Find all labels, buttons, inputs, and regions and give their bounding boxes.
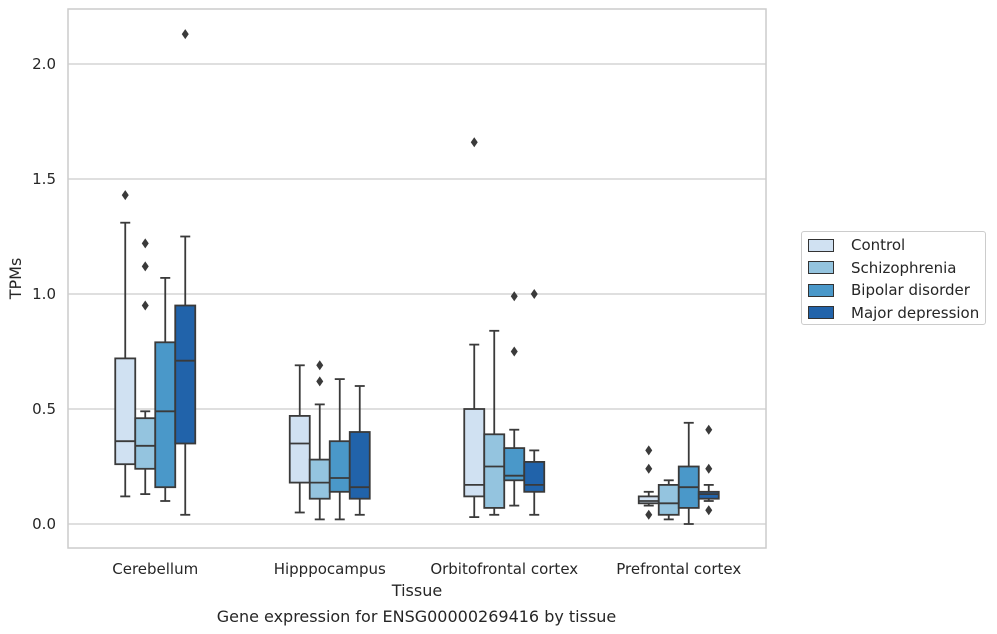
outlier-point [705, 424, 713, 435]
y-tick-label: 1.5 [32, 170, 56, 188]
outlier-point [645, 445, 653, 456]
box-0-3 [174, 29, 197, 516]
y-tick-label: 1.0 [32, 285, 56, 303]
box-3-1 [657, 479, 680, 521]
y-tick-labels: 0.0 0.5 1.0 1.5 2.0 [32, 55, 56, 533]
x-tick-label: Prefrontal cortex [616, 560, 741, 578]
box-iqr [657, 483, 680, 516]
box-2-3 [523, 289, 546, 516]
box-3-2 [677, 421, 700, 525]
legend-item: Bipolar disorder [808, 280, 970, 300]
legend-label: Control [851, 236, 906, 254]
box-iqr [697, 490, 720, 500]
box-3-3 [697, 424, 720, 516]
box-iqr [637, 495, 660, 505]
y-tick-label: 0.0 [32, 515, 56, 533]
box-1-1 [308, 360, 331, 521]
y-tick-label: 0.5 [32, 400, 56, 418]
outlier-point [705, 505, 713, 516]
legend-swatch [808, 306, 834, 319]
outlier-point [470, 137, 478, 148]
box-1-0 [288, 364, 311, 514]
plot-frame [67, 8, 767, 549]
outlier-point [181, 29, 189, 40]
x-tick-label: Hipppocampus [274, 560, 386, 578]
outlier-point [510, 346, 518, 357]
box-iqr [134, 417, 157, 470]
plot-marks [114, 29, 720, 525]
box-3-0 [637, 445, 660, 520]
box-iqr [483, 433, 506, 509]
legend-label: Bipolar disorder [851, 281, 970, 299]
box-iqr [174, 304, 197, 445]
box-iqr [463, 408, 486, 498]
outlier-point [141, 238, 149, 249]
figure-caption: Gene expression for ENSG00000269416 by t… [216, 607, 617, 626]
legend-label: Major depression [851, 303, 980, 322]
legend-item: Control [808, 235, 905, 255]
x-tick-label: Orbitofrontal cortex [430, 560, 578, 578]
outlier-point [316, 360, 324, 371]
legend-swatch [808, 283, 834, 297]
box-iqr [114, 357, 137, 466]
outlier-point [645, 509, 653, 520]
box-1-3 [348, 385, 371, 516]
box-2-0 [463, 137, 486, 518]
outlier-point [645, 463, 653, 474]
box-2-2 [503, 291, 526, 507]
box-0-1 [134, 238, 157, 496]
box-0-2 [154, 276, 177, 502]
legend-label: Schizophrenia [851, 258, 957, 277]
legend-swatch [808, 238, 834, 252]
outlier-point [141, 261, 149, 272]
outlier-point [510, 291, 518, 302]
outlier-point [141, 300, 149, 311]
box-0-0 [114, 190, 137, 498]
box-iqr [348, 431, 371, 500]
x-axis-label: Tissue [391, 581, 442, 600]
box-2-1 [483, 329, 506, 516]
legend-item: Schizophrenia [808, 258, 956, 278]
x-tick-label: Cerebellum [112, 560, 198, 578]
outlier-point [705, 463, 713, 474]
y-tick-label: 2.0 [32, 55, 56, 73]
legend-swatch [808, 261, 834, 274]
outlier-point [121, 190, 129, 201]
box-iqr [288, 414, 311, 484]
x-tick-labels: Cerebellum Hipppocampus Orbitofrontal cort… [112, 560, 741, 578]
outlier-point [530, 289, 538, 299]
box-iqr [523, 460, 546, 493]
outlier-point [316, 376, 324, 387]
legend-item: Major depression [808, 303, 979, 323]
legend: Control Schizophrenia Bipolar disorder Majo… [801, 231, 986, 325]
y-axis-label: TPMs [6, 258, 25, 301]
box-iqr [328, 440, 351, 493]
box-iqr [154, 341, 177, 489]
box-iqr [308, 458, 331, 500]
box-1-2 [328, 378, 351, 521]
